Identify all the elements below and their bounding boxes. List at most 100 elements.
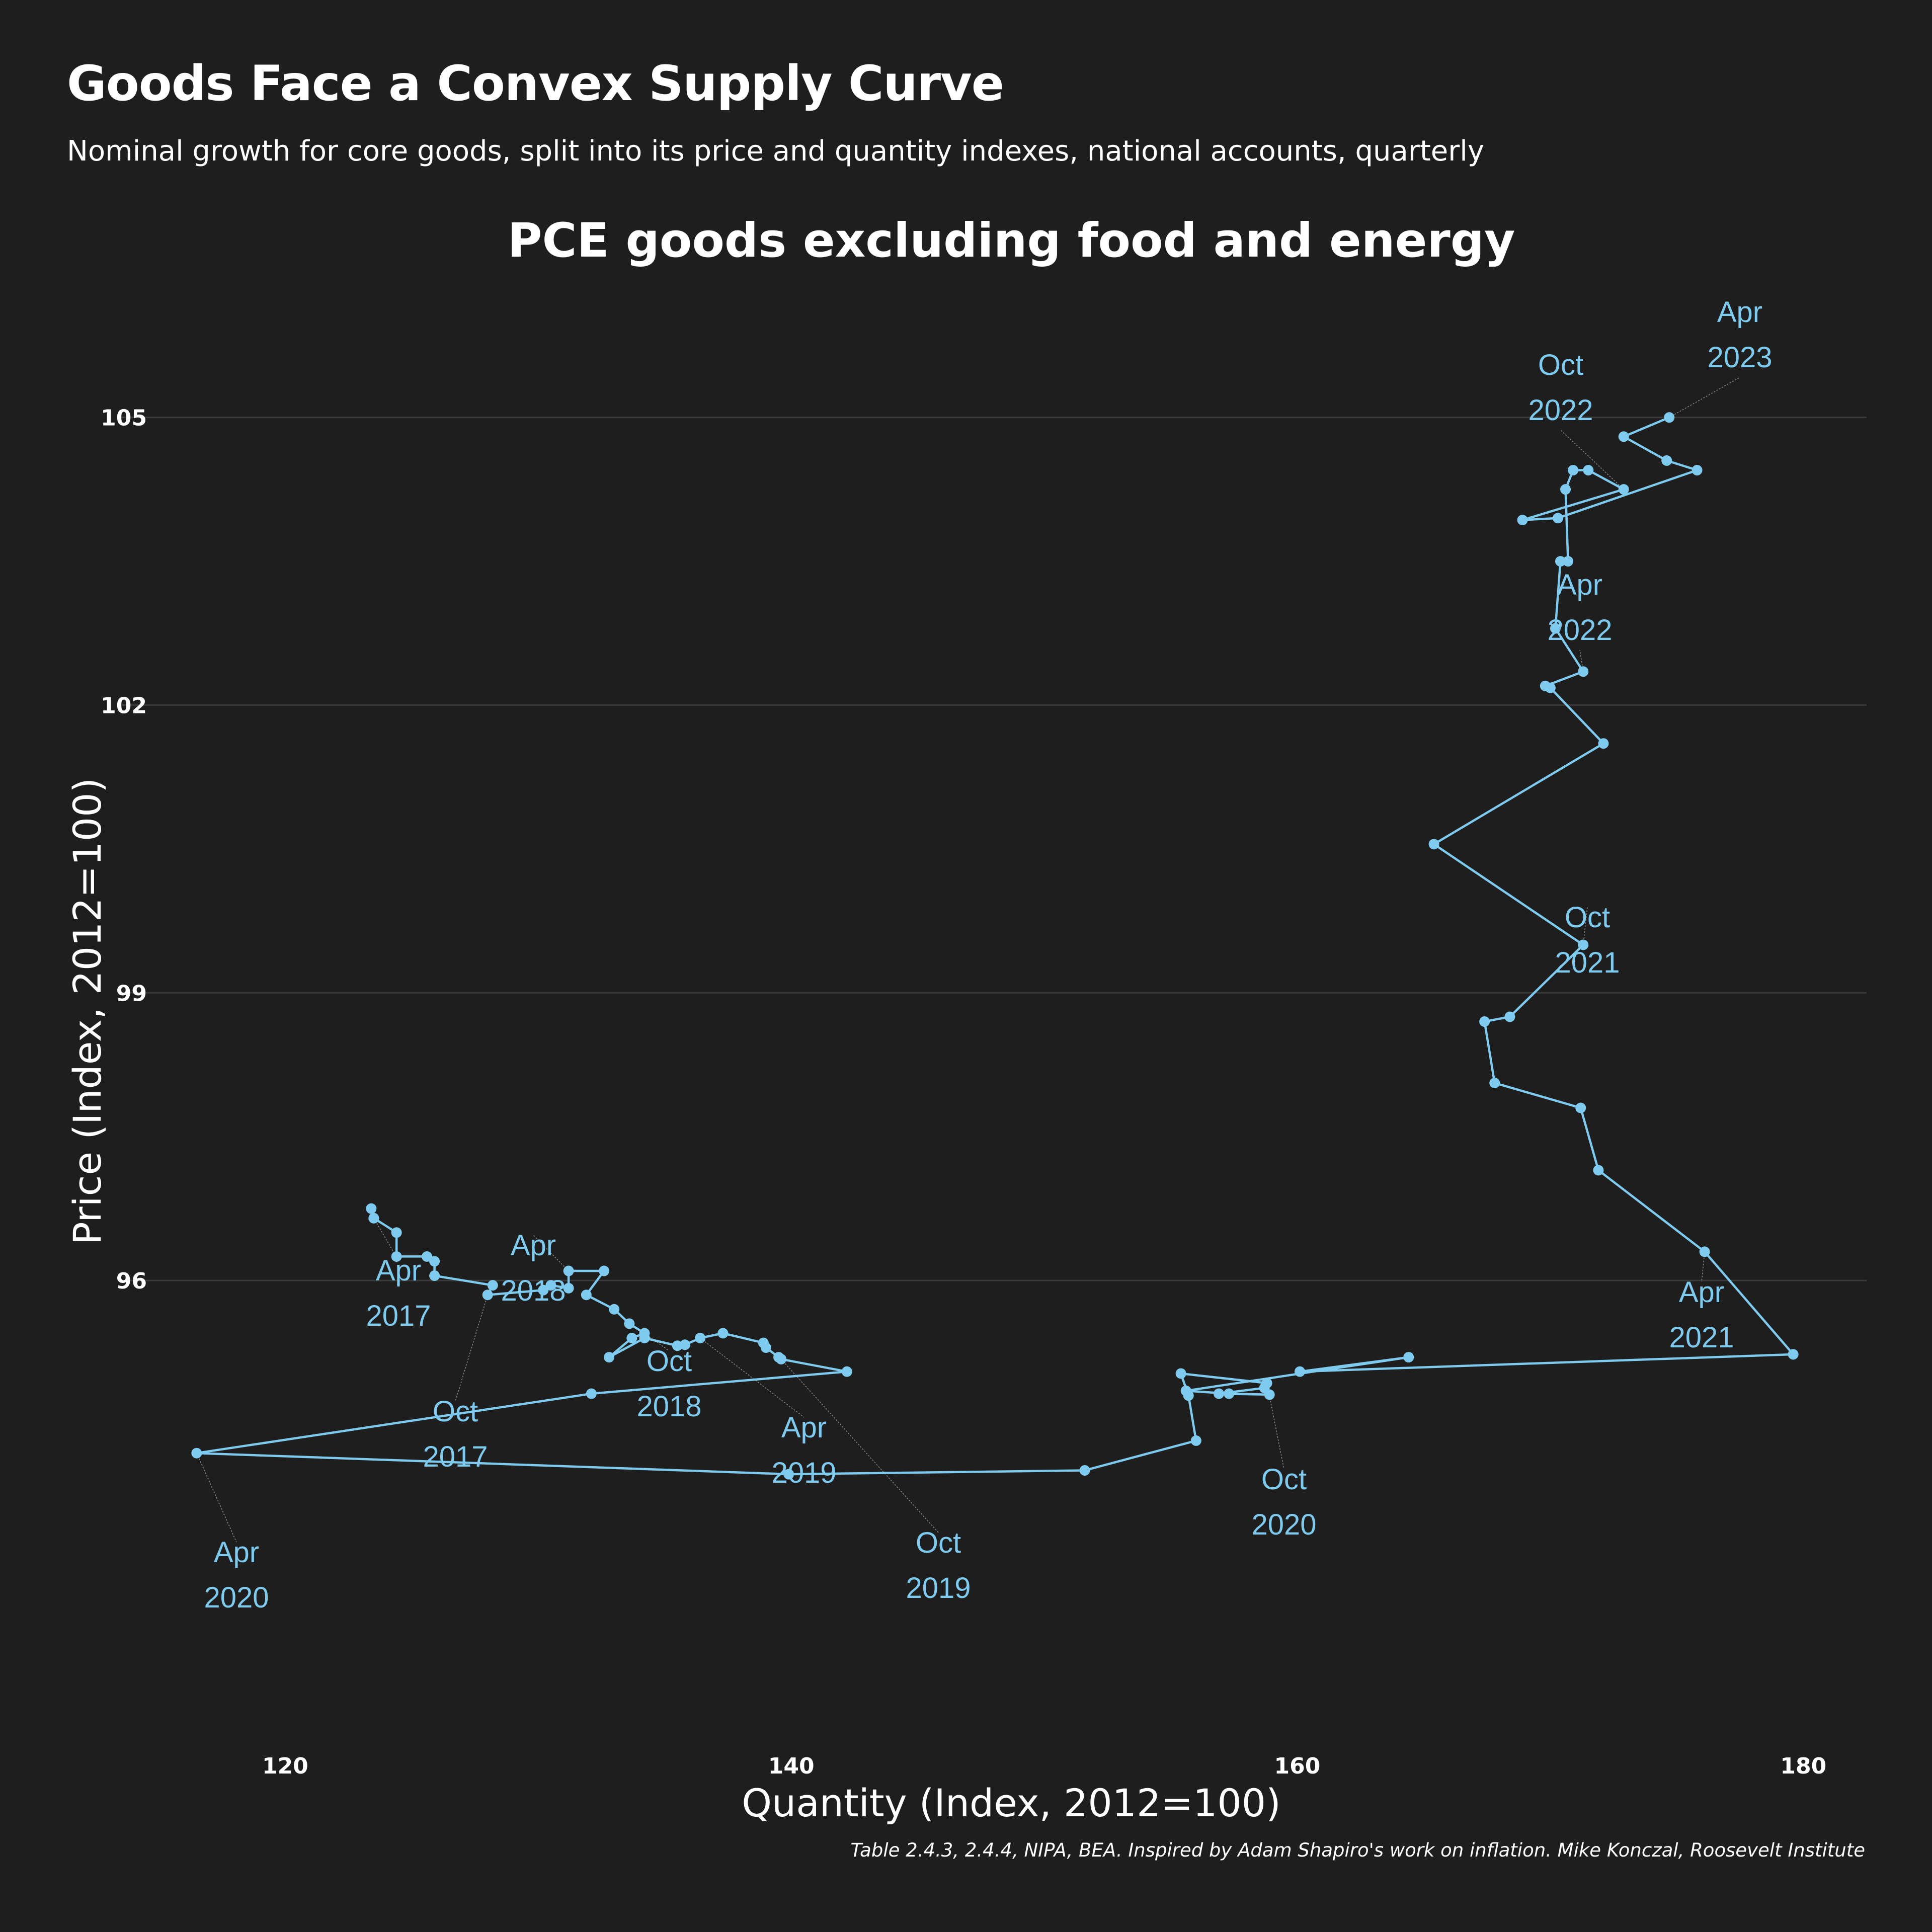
data-point — [586, 1388, 597, 1399]
data-point — [1550, 623, 1561, 634]
annotation-year: 2021 — [1669, 1321, 1734, 1354]
annotation-leader — [533, 1235, 569, 1271]
data-point — [639, 1332, 650, 1343]
annotation-leader — [1669, 377, 1740, 418]
data-point — [1489, 1077, 1500, 1088]
x-tick-labels: 120 140 160 180 — [262, 1753, 1826, 1779]
annotation-year: 2020 — [1251, 1508, 1316, 1541]
annotation-month: Oct — [916, 1526, 961, 1559]
annotation-leader — [1583, 907, 1588, 945]
data-point — [545, 1280, 556, 1291]
data-point — [366, 1203, 377, 1214]
data-point — [391, 1227, 402, 1238]
data-point — [609, 1304, 620, 1315]
page-title: Goods Face a Convex Supply Curve — [67, 55, 1004, 112]
annotation-month: Apr — [781, 1411, 827, 1444]
page-subtitle: Nominal growth for core goods, split int… — [67, 135, 1484, 168]
data-point — [1788, 1349, 1799, 1360]
annotation-month: Oct — [1565, 901, 1610, 934]
data-point — [1504, 1011, 1515, 1022]
annotation-year: 2022 — [1528, 394, 1593, 427]
annotation-leader — [1701, 1251, 1705, 1282]
data-point — [487, 1280, 498, 1291]
data-point — [679, 1339, 690, 1350]
data-point — [482, 1290, 493, 1301]
annotation-leader — [455, 1295, 488, 1402]
annotation-year: 2019 — [906, 1572, 971, 1604]
annotation-year: 2017 — [423, 1440, 488, 1473]
data-point — [1190, 1435, 1201, 1446]
data-point — [1560, 484, 1571, 495]
data-point — [1578, 939, 1589, 950]
annotation-month: Apr — [1717, 296, 1762, 329]
chart-title: PCE goods excluding food and energy — [508, 213, 1515, 268]
data-point — [368, 1213, 379, 1224]
annotation-month: Apr — [376, 1254, 421, 1287]
data-point — [581, 1290, 592, 1301]
y-tick-label: 99 — [116, 981, 147, 1006]
annotation-year: 2018 — [501, 1274, 566, 1307]
y-axis-label: Price (Index, 2012=100) — [65, 778, 110, 1245]
data-point — [1692, 464, 1703, 475]
data-point — [841, 1366, 852, 1377]
data-point — [717, 1328, 729, 1339]
y-tick-label: 105 — [101, 406, 147, 431]
data-point — [563, 1265, 574, 1276]
x-tick-label: 120 — [262, 1753, 308, 1779]
annotation-leader — [781, 1358, 939, 1533]
x-axis-label: Quantity (Index, 2012=100) — [742, 1781, 1281, 1825]
annotation-year: 2019 — [771, 1457, 836, 1489]
y-tick-label: 96 — [116, 1268, 147, 1294]
data-point — [1224, 1388, 1235, 1399]
data-point — [429, 1256, 440, 1267]
annotation-year: 2022 — [1547, 614, 1612, 647]
data-point — [1618, 431, 1629, 442]
annotation-month: Apr — [1679, 1276, 1724, 1309]
data-point — [1264, 1389, 1275, 1400]
annotation-month: Apr — [214, 1536, 259, 1569]
x-tick-label: 160 — [1274, 1753, 1321, 1779]
data-point — [1180, 1385, 1191, 1396]
data-point — [391, 1251, 402, 1262]
annotation-year: 2017 — [366, 1300, 431, 1332]
data-point — [1593, 1165, 1604, 1176]
series-line — [195, 416, 1795, 1476]
annotation-month: Oct — [1261, 1463, 1307, 1496]
data-point — [776, 1353, 787, 1364]
annotation-leader — [1560, 430, 1624, 490]
data-point — [760, 1342, 771, 1353]
data-point — [1575, 1102, 1586, 1113]
annotation-leader — [700, 1337, 804, 1418]
annotation-leaders — [196, 377, 1740, 1543]
data-point — [1555, 556, 1566, 567]
annotation-month: Apr — [1557, 569, 1602, 601]
date-annotations: Apr 2017 Oct 2017 Apr 2018 Oct 2018 Apr 2019 Oct 20… — [204, 296, 1772, 1614]
data-point — [1661, 455, 1672, 466]
data-point — [604, 1352, 615, 1363]
annotation-month: Oct — [1538, 349, 1583, 381]
data-point — [1175, 1368, 1186, 1379]
annotation-month: Oct — [647, 1345, 692, 1378]
data-point — [695, 1332, 706, 1343]
data-point — [1517, 515, 1528, 526]
data-point — [1563, 556, 1574, 567]
y-tick-label: 102 — [101, 693, 147, 718]
annotation-year: 2021 — [1555, 946, 1620, 979]
data-point — [783, 1469, 794, 1480]
y-tick-labels: 96 99 102 105 — [101, 406, 147, 1294]
data-point — [1583, 464, 1594, 475]
data-point — [1214, 1388, 1225, 1399]
annotation-month: Oct — [433, 1395, 478, 1428]
data-point — [599, 1265, 610, 1276]
data-point — [626, 1332, 637, 1343]
data-point — [1664, 412, 1675, 423]
data-point — [422, 1251, 433, 1262]
annotation-year: 2020 — [204, 1581, 269, 1614]
data-point — [429, 1270, 440, 1281]
data-point — [538, 1284, 549, 1296]
grid-lines — [121, 417, 1867, 1281]
source-caption: Table 2.4.3, 2.4.4, NIPA, BEA. Inspired … — [850, 1839, 1865, 1861]
x-tick-label: 140 — [768, 1753, 815, 1779]
series-line-layer — [195, 416, 1795, 1476]
